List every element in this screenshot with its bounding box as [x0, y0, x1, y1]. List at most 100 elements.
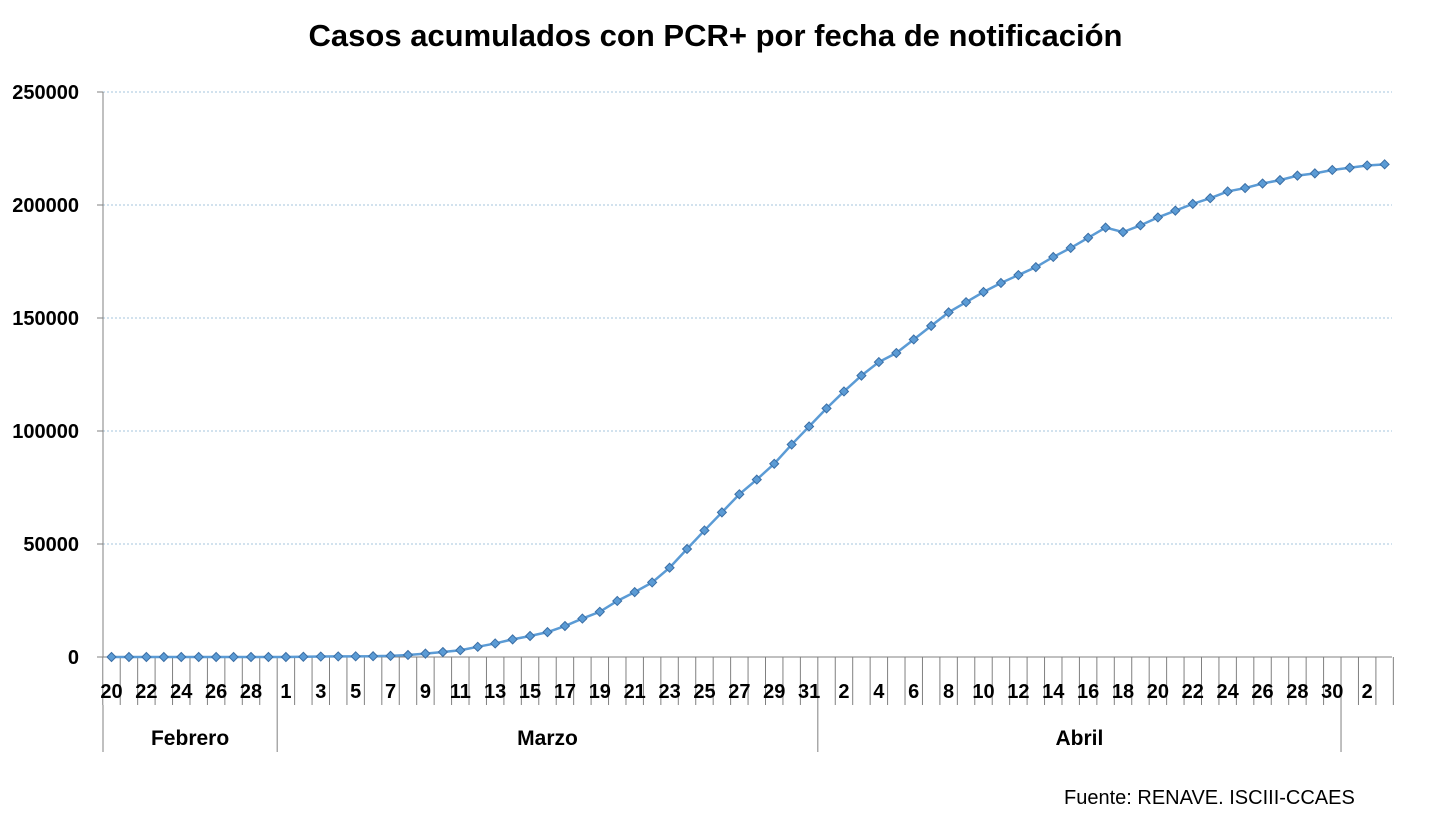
- data-point: [699, 525, 710, 536]
- data-point: [978, 286, 989, 298]
- x-tick-label: 11: [450, 681, 471, 703]
- data-point: [280, 651, 292, 663]
- data-point: [908, 334, 919, 345]
- x-tick-label: 21: [624, 681, 646, 703]
- data-point: [1030, 261, 1042, 273]
- y-tick-label: 100000: [12, 421, 79, 443]
- x-tick-label: 27: [728, 681, 750, 703]
- data-point: [1309, 168, 1321, 179]
- x-tick-label: 30: [1321, 681, 1343, 703]
- x-tick-label: 20: [1147, 681, 1169, 703]
- data-point: [524, 630, 536, 642]
- data-point: [1082, 232, 1094, 243]
- data-point: [123, 651, 135, 663]
- data-point: [315, 651, 326, 662]
- data-point: [681, 543, 693, 555]
- data-point: [472, 641, 483, 653]
- x-tick-label: 16: [1077, 681, 1099, 703]
- x-tick-label: 5: [350, 681, 361, 703]
- data-point: [838, 386, 850, 397]
- data-point: [1239, 182, 1251, 194]
- x-tick-label: 2: [838, 681, 849, 703]
- data-point: [803, 421, 815, 432]
- data-point: [716, 507, 728, 518]
- x-tick-label: 26: [1251, 681, 1273, 703]
- data-point: [455, 645, 466, 656]
- data-point: [385, 650, 396, 662]
- data-point: [925, 320, 937, 332]
- x-tick-label: 28: [240, 681, 262, 703]
- data-point: [873, 356, 885, 368]
- data-point: [106, 651, 117, 663]
- data-point: [1152, 212, 1164, 223]
- gridlines: [103, 91, 1392, 545]
- data-point: [1170, 205, 1181, 216]
- x-tick-label: 19: [589, 681, 611, 703]
- data-point: [333, 651, 344, 662]
- data-point: [559, 620, 571, 632]
- x-tick-label: 28: [1286, 681, 1308, 703]
- data-point: [210, 651, 222, 663]
- data-point: [420, 648, 431, 659]
- x-tick-label: 17: [554, 681, 576, 703]
- x-tick-label: 20: [100, 681, 122, 703]
- x-tick-label: 23: [658, 681, 680, 703]
- data-point: [1257, 178, 1268, 189]
- data-point: [1361, 160, 1373, 171]
- data-point: [263, 651, 274, 663]
- data-point: [1013, 269, 1024, 281]
- y-tick-label: 250000: [12, 82, 79, 104]
- x-tick-label: 22: [135, 681, 157, 703]
- x-tick-label: 10: [972, 681, 994, 703]
- x-tick-label: 29: [763, 681, 785, 703]
- y-tick-label: 150000: [12, 308, 79, 330]
- data-point: [402, 649, 414, 661]
- data-point: [594, 606, 606, 618]
- data-point: [664, 562, 675, 573]
- series-cases: [106, 159, 1390, 663]
- y-tick-label: 0: [68, 647, 79, 669]
- axes: [97, 91, 1394, 752]
- data-point: [769, 458, 780, 469]
- data-point: [577, 613, 588, 624]
- data-point: [350, 651, 361, 662]
- x-tick-label: 1: [280, 681, 291, 703]
- x-tick-label: 24: [1217, 681, 1240, 703]
- x-tick-label: 9: [420, 681, 431, 703]
- data-point: [1065, 242, 1076, 254]
- data-point: [943, 307, 954, 318]
- data-point: [1135, 220, 1146, 231]
- x-tick-label: 8: [943, 681, 954, 703]
- data-point: [228, 651, 239, 663]
- month-label: Abril: [1055, 727, 1103, 750]
- data-point: [1117, 226, 1129, 238]
- x-tick-label: 14: [1042, 681, 1065, 703]
- data-point: [856, 370, 867, 381]
- data-point: [629, 586, 640, 598]
- data-point: [1048, 251, 1059, 263]
- data-point: [751, 474, 762, 485]
- data-point: [1274, 174, 1286, 186]
- data-point: [821, 403, 832, 414]
- series-line: [111, 163, 1385, 659]
- y-tick-label: 50000: [23, 534, 79, 556]
- x-tick-label: 13: [484, 681, 506, 703]
- data-point: [612, 595, 623, 607]
- month-label: Febrero: [151, 727, 229, 750]
- data-point: [891, 347, 902, 359]
- source-note: Fuente: RENAVE. ISCIII-CCAES: [1064, 787, 1355, 809]
- data-point: [245, 651, 257, 663]
- chart-title: Casos acumulados con PCR+ por fecha de n…: [308, 18, 1123, 53]
- x-tick-label: 18: [1112, 681, 1134, 703]
- x-tick-label: 25: [693, 681, 715, 703]
- x-tick-label: 2: [1362, 681, 1373, 703]
- x-tick-label: 22: [1182, 681, 1204, 703]
- y-tick-label: 200000: [12, 195, 79, 217]
- data-point: [489, 638, 501, 649]
- data-point: [367, 651, 379, 662]
- data-point: [1327, 164, 1338, 176]
- month-labels: Febrero Marzo Abril: [151, 727, 1103, 750]
- data-point: [193, 651, 204, 663]
- x-tick-label: 3: [315, 681, 326, 703]
